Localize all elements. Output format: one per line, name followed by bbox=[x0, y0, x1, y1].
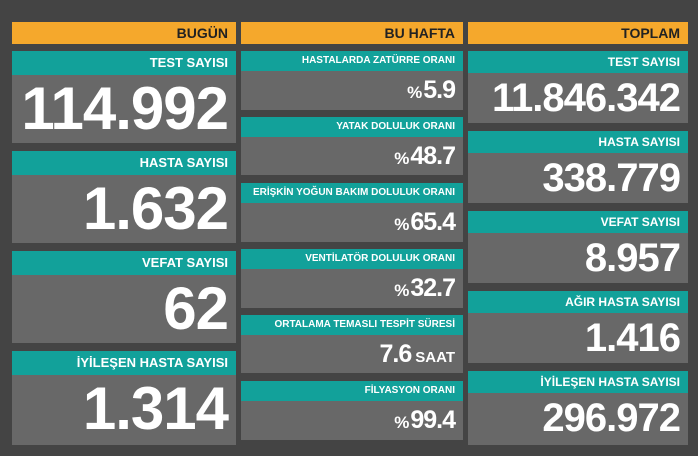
total-cases-card: HASTA SAYISI 338.779 bbox=[468, 131, 688, 203]
week-pneumonia-number: 5.9 bbox=[423, 76, 456, 104]
week-bed-number: 48.7 bbox=[410, 142, 456, 170]
week-filiation-value: %99.4 bbox=[241, 401, 463, 442]
total-deaths-value: 8.957 bbox=[584, 236, 681, 280]
total-header: TOPLAM bbox=[468, 22, 688, 44]
today-cases-value: 1.632 bbox=[82, 175, 229, 242]
today-cases-card: HASTA SAYISI 1.632 bbox=[12, 151, 236, 243]
total-deaths-card: VEFAT SAYISI 8.957 bbox=[468, 211, 688, 283]
week-bed-value: %48.7 bbox=[241, 137, 463, 178]
week-contact-number: 7.6 bbox=[379, 340, 413, 368]
total-cases-label: HASTA SAYISI bbox=[468, 131, 688, 153]
week-contact-label: ORTALAMA TEMASLI TESPİT SÜRESİ bbox=[241, 315, 463, 335]
week-ventilator-card: VENTİLATÖR DOLULUK ORANI %32.7 bbox=[241, 249, 463, 308]
total-severe-card: AĞIR HASTA SAYISI 1.416 bbox=[468, 291, 688, 363]
total-severe-value: 1.416 bbox=[584, 316, 681, 360]
week-filiation-label: FİLYASYON ORANI bbox=[241, 381, 463, 401]
today-recovered-card: İYİLEŞEN HASTA SAYISI 1.314 bbox=[12, 351, 236, 445]
today-deaths-value: 62 bbox=[163, 275, 229, 342]
total-severe-label: AĞIR HASTA SAYISI bbox=[468, 291, 688, 313]
week-bed-label: YATAK DOLULUK ORANI bbox=[241, 117, 463, 137]
total-column: TOPLAM TEST SAYISI 11.846.342 HASTA SAYI… bbox=[468, 22, 688, 445]
percent-sign: % bbox=[407, 83, 423, 102]
week-contact-unit: SAAT bbox=[415, 349, 455, 366]
today-deaths-label: VEFAT SAYISI bbox=[12, 251, 236, 275]
week-icu-value: %65.4 bbox=[241, 203, 463, 244]
today-recovered-label: İYİLEŞEN HASTA SAYISI bbox=[12, 351, 236, 375]
total-test-card: TEST SAYISI 11.846.342 bbox=[468, 51, 688, 123]
total-test-label: TEST SAYISI bbox=[468, 51, 688, 73]
today-test-card: TEST SAYISI 114.992 bbox=[12, 51, 236, 143]
today-cases-label: HASTA SAYISI bbox=[12, 151, 236, 175]
today-test-value: 114.992 bbox=[21, 75, 229, 142]
today-test-label: TEST SAYISI bbox=[12, 51, 236, 75]
week-ventilator-label: VENTİLATÖR DOLULUK ORANI bbox=[241, 249, 463, 269]
week-ventilator-value: %32.7 bbox=[241, 269, 463, 310]
percent-sign: % bbox=[394, 413, 410, 432]
today-column: BUGÜN TEST SAYISI 114.992 HASTA SAYISI 1… bbox=[12, 22, 236, 445]
today-deaths-card: VEFAT SAYISI 62 bbox=[12, 251, 236, 343]
percent-sign: % bbox=[394, 281, 410, 300]
total-recovered-value: 296.972 bbox=[542, 396, 681, 440]
week-filiation-card: FİLYASYON ORANI %99.4 bbox=[241, 381, 463, 440]
percent-sign: % bbox=[394, 215, 410, 234]
week-bed-card: YATAK DOLULUK ORANI %48.7 bbox=[241, 117, 463, 175]
total-cases-value: 338.779 bbox=[542, 156, 681, 200]
week-pneumonia-card: HASTALARDA ZATÜRRE ORANI %5.9 bbox=[241, 51, 463, 110]
total-recovered-label: İYİLEŞEN HASTA SAYISI bbox=[468, 371, 688, 393]
week-contact-card: ORTALAMA TEMASLI TESPİT SÜRESİ 7.6 SAAT bbox=[241, 315, 463, 373]
week-icu-card: ERİŞKİN YOĞUN BAKIM DOLULUK ORANI %65.4 bbox=[241, 183, 463, 242]
week-ventilator-number: 32.7 bbox=[410, 274, 456, 302]
today-header: BUGÜN bbox=[12, 22, 236, 44]
week-pneumonia-value: %5.9 bbox=[241, 71, 463, 112]
week-filiation-number: 99.4 bbox=[410, 406, 456, 434]
week-contact-value: 7.6 SAAT bbox=[241, 335, 463, 377]
percent-sign: % bbox=[394, 149, 410, 168]
week-header: BU HAFTA bbox=[241, 22, 463, 44]
week-icu-number: 65.4 bbox=[410, 208, 456, 236]
today-recovered-value: 1.314 bbox=[82, 375, 229, 442]
total-recovered-card: İYİLEŞEN HASTA SAYISI 296.972 bbox=[468, 371, 688, 445]
week-icu-label: ERİŞKİN YOĞUN BAKIM DOLULUK ORANI bbox=[241, 183, 463, 203]
total-test-value: 11.846.342 bbox=[492, 76, 681, 120]
week-column: BU HAFTA HASTALARDA ZATÜRRE ORANI %5.9 Y… bbox=[241, 22, 463, 440]
week-pneumonia-label: HASTALARDA ZATÜRRE ORANI bbox=[241, 51, 463, 71]
total-deaths-label: VEFAT SAYISI bbox=[468, 211, 688, 233]
